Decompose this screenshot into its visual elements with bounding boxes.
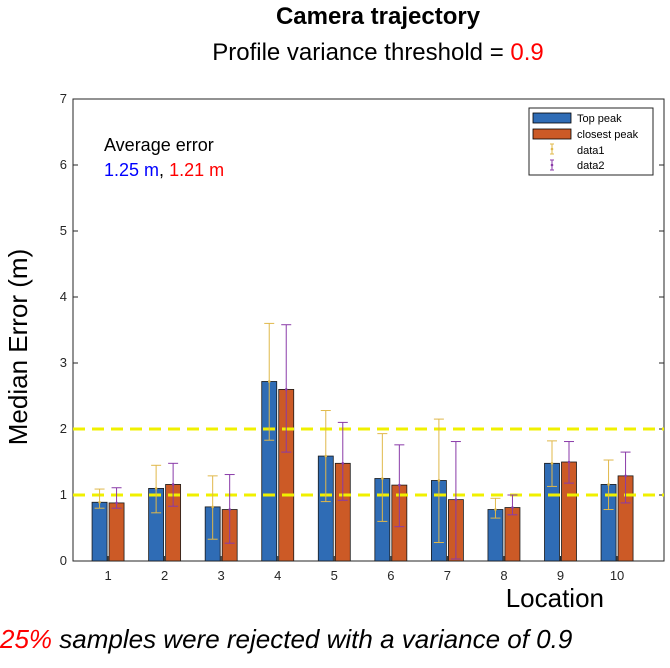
errorbar-point-data1 (494, 508, 497, 511)
y-tick-label: 6 (60, 157, 67, 172)
y-tick-label: 1 (60, 487, 67, 502)
average-error-top-peak: 1.25 m (104, 160, 159, 180)
errorbar-point-data2 (341, 462, 345, 465)
y-tick-label: 4 (60, 289, 67, 304)
x-tick-label: 5 (331, 568, 338, 583)
rejection-text: samples were rejected with a variance of… (52, 624, 573, 654)
x-tick-label: 10 (610, 568, 624, 583)
x-tick-label: 9 (557, 568, 564, 583)
errorbar-point-data2 (454, 498, 458, 501)
errorbar-point-data1 (550, 462, 554, 465)
legend-label-top-peak: Top peak (577, 113, 622, 125)
errorbar-point-data2 (511, 506, 514, 509)
errorbar-point-data1 (211, 505, 214, 509)
bar-top-peak (91, 501, 108, 562)
legend-errorbar-point (550, 163, 554, 167)
x-tick-label: 8 (500, 568, 507, 583)
subtitle-prefix: Profile variance threshold = (212, 39, 510, 66)
y-tick-label: 5 (60, 223, 67, 238)
chart: Camera trajectory Profile variance thres… (3, 3, 665, 613)
rejection-percent: 25% (0, 624, 53, 654)
errorbar-point-data2 (624, 474, 627, 478)
legend-label-data2: data2 (577, 160, 605, 172)
x-axis-label: Location (506, 583, 604, 613)
rejection-note: 25% samples were rejected with a varianc… (0, 624, 670, 655)
y-tick-label: 3 (60, 355, 67, 370)
errorbar-point-data1 (154, 487, 158, 490)
errorbar-point-data1 (437, 479, 441, 482)
average-error-closest-peak: 1.21 m (169, 160, 224, 180)
y-tick-label: 7 (60, 91, 67, 106)
x-tick-label: 3 (218, 568, 225, 583)
legend-label-closest-peak: closest peak (577, 129, 639, 141)
x-tick-label: 4 (274, 568, 281, 583)
errorbar-point-data2 (228, 508, 231, 511)
average-error-label: Average error (104, 135, 214, 155)
legend-label-data1: data1 (577, 145, 605, 157)
average-error-values: 1.25 m, 1.21 m (104, 160, 224, 180)
y-tick-label: 0 (60, 553, 67, 568)
chart-subtitle: Profile variance threshold = 0.9 (212, 39, 544, 66)
bar-closest-peak (504, 507, 521, 562)
errorbar-point-data1 (381, 477, 384, 480)
x-tick-label: 1 (104, 568, 111, 583)
plot-axes-box (72, 98, 665, 562)
legend-errorbar-point (550, 147, 554, 151)
errorbar-point-data2 (284, 388, 288, 391)
errorbar-point-data2 (398, 483, 401, 487)
subtitle-threshold-value: 0.9 (510, 39, 543, 66)
bar-closest-peak (108, 502, 125, 562)
legend-swatch-data2 (550, 159, 554, 171)
legend: Top peak closest peak data1 data2 (528, 107, 654, 176)
errorbar-point-data1 (267, 380, 271, 383)
errorbar-point-data2 (115, 501, 118, 505)
errorbar-point-data1 (98, 500, 101, 504)
chart-title: Camera trajectory (276, 3, 481, 30)
y-axis-label: Median Error (m) (3, 249, 33, 445)
average-error-separator: , (159, 160, 164, 180)
x-tick-label: 2 (161, 568, 168, 583)
x-tick-label: 7 (444, 568, 451, 583)
errorbar-point-data1 (324, 454, 328, 458)
legend-swatch-data1 (550, 143, 554, 155)
errorbar-point-data2 (567, 460, 571, 464)
y-tick-label: 2 (60, 421, 67, 436)
errorbar-point-data1 (607, 483, 610, 486)
legend-swatch-closest-peak (532, 128, 572, 140)
legend-swatch-top-peak (532, 112, 572, 124)
x-tick-label: 6 (387, 568, 394, 583)
errorbar-point-data2 (171, 483, 175, 486)
